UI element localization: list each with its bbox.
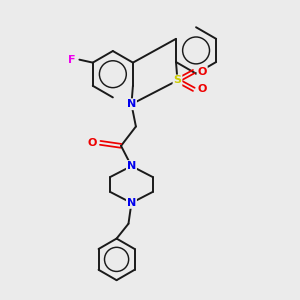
Text: O: O [88, 138, 97, 148]
Text: N: N [127, 161, 136, 171]
Text: S: S [173, 76, 181, 85]
Text: F: F [68, 55, 76, 64]
Text: N: N [127, 198, 136, 208]
Text: O: O [197, 84, 207, 94]
Text: N: N [127, 99, 136, 109]
Text: O: O [197, 67, 207, 76]
